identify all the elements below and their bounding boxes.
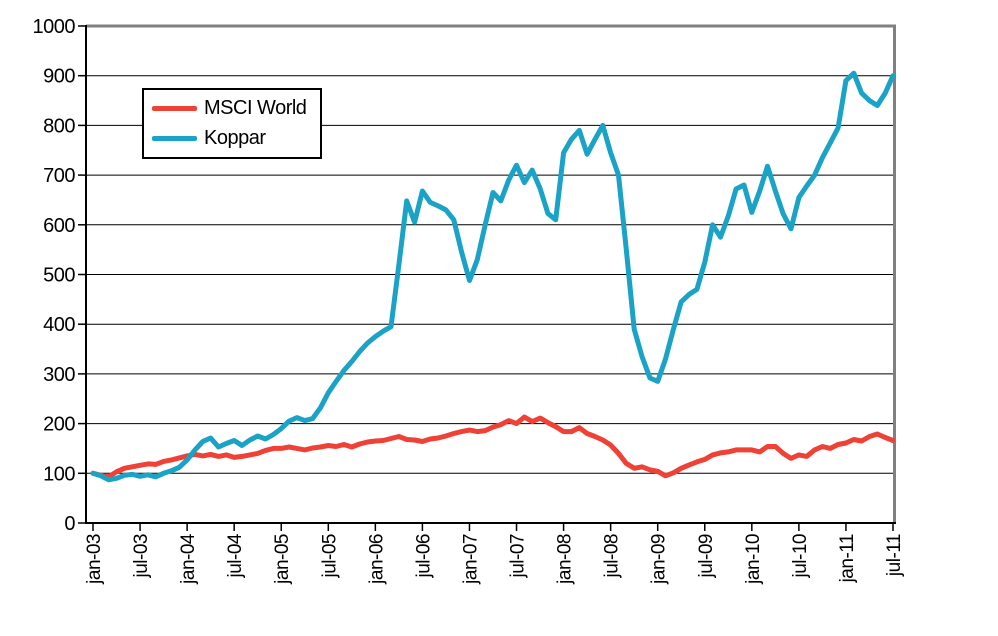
x-tick-label-jan-08: jan-08 (555, 534, 576, 585)
legend-swatch-msci-world (152, 106, 197, 111)
x-tick-label-jul-03: jul-03 (131, 534, 152, 578)
x-tick-label-jan-06: jan-06 (366, 534, 387, 585)
legend: MSCI World Koppar (142, 88, 322, 159)
y-tick-label-400: 400 (43, 314, 75, 336)
x-tick-label-jul-07: jul-07 (508, 534, 529, 578)
series-line-koppar (90, 70, 896, 483)
y-tick-label-500: 500 (43, 265, 75, 287)
legend-item-msci-world: MSCI World (144, 97, 320, 120)
y-tick-label-100: 100 (43, 463, 75, 485)
x-tick-label-jan-04: jan-04 (178, 533, 199, 585)
x-tick-label-jul-11: jul-11 (884, 534, 905, 577)
x-tick-label-jan-05: jan-05 (272, 534, 293, 585)
y-tick-label-0: 0 (64, 513, 75, 535)
y-tick-label-200: 200 (43, 414, 75, 436)
x-tick-label-jan-09: jan-09 (649, 534, 670, 585)
x-tick-label-jul-08: jul-08 (602, 534, 623, 578)
x-tick-label-jan-10: jan-10 (743, 534, 764, 585)
legend-label-koppar: Koppar (204, 127, 266, 149)
x-tick-label-jan-03: jan-03 (84, 534, 105, 585)
legend-item-koppar: Koppar (144, 127, 320, 150)
x-tick-label-jul-04: jul-04 (225, 533, 246, 578)
y-tick-label-1000: 1000 (33, 16, 76, 38)
x-tick-label-jan-11: jan-11 (837, 534, 858, 583)
y-tick-label-600: 600 (43, 215, 75, 237)
y-tick-label-800: 800 (43, 115, 75, 137)
y-tick-label-300: 300 (43, 364, 75, 386)
x-tick-label-jul-10: jul-10 (790, 534, 811, 578)
x-tick-label-jan-07: jan-07 (460, 534, 481, 585)
y-tick-label-700: 700 (43, 165, 75, 187)
series-line-msci-world (90, 414, 896, 480)
y-tick-label-900: 900 (43, 66, 75, 88)
x-tick-label-jul-05: jul-05 (319, 534, 340, 578)
legend-swatch-koppar (152, 136, 197, 141)
x-tick-label-jul-09: jul-09 (696, 534, 717, 578)
x-tick-label-jul-06: jul-06 (413, 534, 434, 578)
legend-label-msci-world: MSCI World (204, 97, 307, 119)
